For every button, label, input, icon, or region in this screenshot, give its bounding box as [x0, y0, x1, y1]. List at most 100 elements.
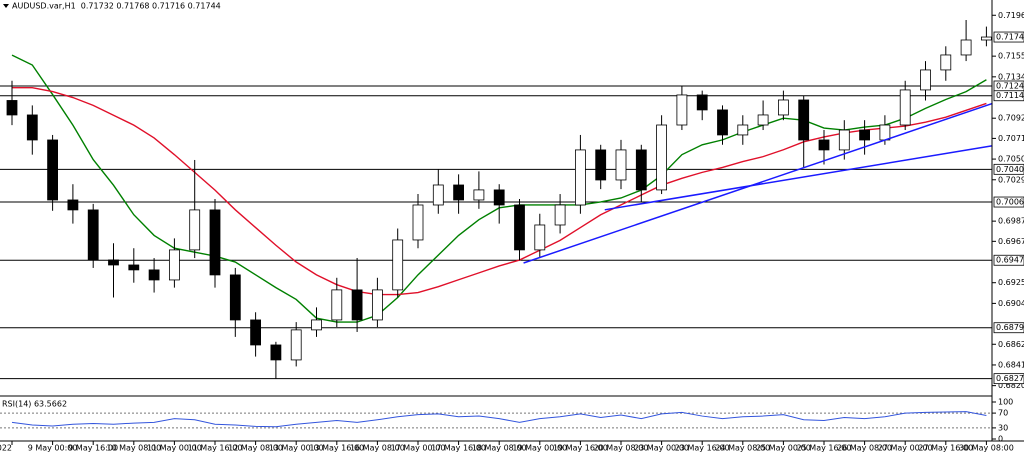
- y-tick-label: 0.71965: [998, 11, 1024, 20]
- candle-body: [229, 274, 241, 321]
- candle-body: [108, 259, 119, 266]
- level-label-box: [993, 163, 1024, 175]
- x-tick-label: 16 May 08:00: [350, 444, 405, 452]
- current-price-box: [993, 31, 1024, 43]
- candle-body: [737, 124, 749, 136]
- rsi-tick-label: 70: [998, 409, 1008, 418]
- level-label: 0.69478: [996, 256, 1024, 265]
- level-label-box: [993, 254, 1024, 266]
- candle-body: [412, 204, 424, 241]
- candle-body: [311, 319, 322, 331]
- x-tick-label: 25 May 16:00: [797, 444, 852, 452]
- candle-body: [534, 224, 546, 251]
- trend-line: [523, 102, 993, 264]
- candle-body: [960, 39, 972, 56]
- candle-body: [87, 209, 99, 261]
- candle-body: [290, 329, 302, 361]
- y-tick-label: 0.68415: [998, 360, 1024, 369]
- x-tick-label: 24 May 08:00: [715, 444, 770, 452]
- y-tick-label: 0.70295: [998, 175, 1024, 184]
- level-label: 0.70401: [996, 165, 1024, 174]
- x-tick-label: 11 May 00:00: [147, 444, 202, 452]
- level-label-box: [993, 90, 1024, 102]
- x-tick-label: 17 May 16:00: [431, 444, 486, 452]
- candle-body: [879, 124, 891, 141]
- level-label-box: [993, 322, 1024, 334]
- x-tick-label: 11 May 16:00: [188, 444, 243, 452]
- candle-body: [899, 89, 911, 126]
- x-tick-label: 20 May 08:00: [594, 444, 649, 452]
- x-tick-label: 17 May 00:00: [391, 444, 446, 452]
- x-tick-label: 25 May 00:00: [756, 444, 811, 452]
- candle-body: [635, 149, 647, 191]
- rsi-tick-label: 30: [998, 423, 1008, 432]
- candle-body: [757, 114, 769, 126]
- rsi-title: RSI(14) 63.5662: [2, 400, 67, 409]
- y-tick-label: 0.70715: [998, 134, 1024, 143]
- candle-body: [392, 239, 404, 291]
- level-label: 0.68793: [996, 323, 1024, 332]
- x-tick-label: 13 May 16:00: [309, 444, 364, 452]
- x-tick-label: 27 May 16:00: [918, 444, 973, 452]
- x-tick-label: 12 May 08:00: [228, 444, 283, 452]
- y-tick-label: 0.69875: [998, 217, 1024, 226]
- rsi-line: [11, 411, 987, 428]
- level-label: 0.70069: [996, 198, 1024, 207]
- y-tick-label: 0.68205: [998, 381, 1024, 390]
- candle-body: [676, 94, 688, 126]
- candle-body: [331, 289, 343, 321]
- candle-body: [371, 289, 383, 321]
- candle-body: [920, 69, 931, 91]
- x-tick-label: 19 May 16:00: [553, 444, 608, 452]
- rsi-tick-label: 0: [998, 435, 1003, 444]
- x-tick-label: 9 May 00:00: [28, 444, 78, 452]
- x-tick-label: 19 May 00:00: [512, 444, 567, 452]
- candle-body: [514, 204, 525, 251]
- x-tick-label: 10 May 08:00: [106, 444, 161, 452]
- x-tick-label: 26 May 08:00: [837, 444, 892, 452]
- menu-triangle[interactable]: [3, 4, 9, 8]
- candle-body: [250, 319, 262, 346]
- candle-body: [696, 94, 708, 111]
- y-tick-label: 0.68625: [998, 340, 1024, 349]
- current-price-label: 0.71744: [996, 33, 1024, 42]
- level-label: 0.71247: [996, 81, 1024, 90]
- x-tick-label: 13 May 00:00: [269, 444, 324, 452]
- rsi-tick-label: 100: [998, 398, 1013, 407]
- candle-body: [798, 99, 810, 141]
- level-label-box: [993, 196, 1024, 208]
- candle-body: [838, 129, 850, 151]
- candle-body: [453, 184, 465, 201]
- candle-body: [351, 289, 363, 321]
- x-tick-label: 30 May 08:00: [959, 444, 1014, 452]
- trend-line: [604, 145, 993, 211]
- candle-body: [615, 149, 627, 181]
- candle-body: [67, 199, 79, 211]
- level-label: 0.68276: [996, 374, 1024, 383]
- candle-body: [6, 100, 18, 116]
- candle-body: [554, 204, 566, 226]
- candle-body: [818, 139, 830, 151]
- candle-body: [981, 36, 992, 41]
- candle-body: [859, 129, 870, 141]
- candle-body: [778, 99, 789, 116]
- plot-layer: [0, 19, 993, 380]
- candle-body: [209, 209, 221, 276]
- level-label-box: [993, 373, 1024, 385]
- candle-body: [432, 184, 444, 206]
- y-tick-label: 0.70505: [998, 155, 1024, 164]
- candle-body: [168, 249, 180, 281]
- level-label: 0.71148: [996, 91, 1024, 100]
- candle-body: [473, 189, 485, 201]
- candle-body: [148, 269, 160, 281]
- candle-body: [128, 264, 140, 271]
- candle-body: [717, 109, 728, 136]
- candle-body: [940, 54, 952, 71]
